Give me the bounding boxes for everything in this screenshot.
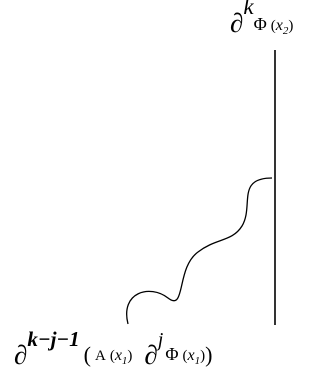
partial-operator-2: ∂ bbox=[144, 340, 158, 370]
position-subscript: 2 bbox=[282, 25, 289, 37]
position-subscript-2: 1 bbox=[194, 355, 201, 367]
close-paren: ) bbox=[288, 18, 294, 34]
partial-operator-1: ∂ bbox=[14, 340, 28, 370]
position-variable-2: x bbox=[187, 347, 195, 364]
open-paren-2: ( bbox=[182, 348, 188, 364]
derivative-power: k bbox=[243, 0, 254, 19]
position-variable: x bbox=[275, 17, 283, 34]
bottom-label: ∂k−j−1 ( A (x1) ∂j Φ (x1)) bbox=[14, 329, 213, 370]
open-paren: ( bbox=[270, 18, 276, 34]
position-variable-1: x bbox=[114, 347, 122, 364]
close-paren-1: ) bbox=[127, 348, 133, 364]
position-subscript-1: 1 bbox=[121, 355, 128, 367]
derivative-power-2: j bbox=[157, 329, 164, 351]
phi-field: Φ bbox=[253, 14, 267, 34]
top-label: ∂k Φ (x2) bbox=[230, 0, 294, 38]
derivative-power-1: k−j−1 bbox=[27, 327, 80, 351]
phi-field-2: Φ bbox=[165, 344, 179, 364]
open-paren-1: ( bbox=[109, 348, 115, 364]
gauge-field-wavy-line bbox=[126, 177, 273, 325]
close-paren-2: ) bbox=[200, 348, 206, 364]
outer-open-paren: ( bbox=[83, 342, 91, 367]
outer-close-paren: ) bbox=[205, 342, 213, 367]
gauge-field: A bbox=[94, 348, 106, 364]
partial-operator: ∂ bbox=[230, 8, 244, 38]
